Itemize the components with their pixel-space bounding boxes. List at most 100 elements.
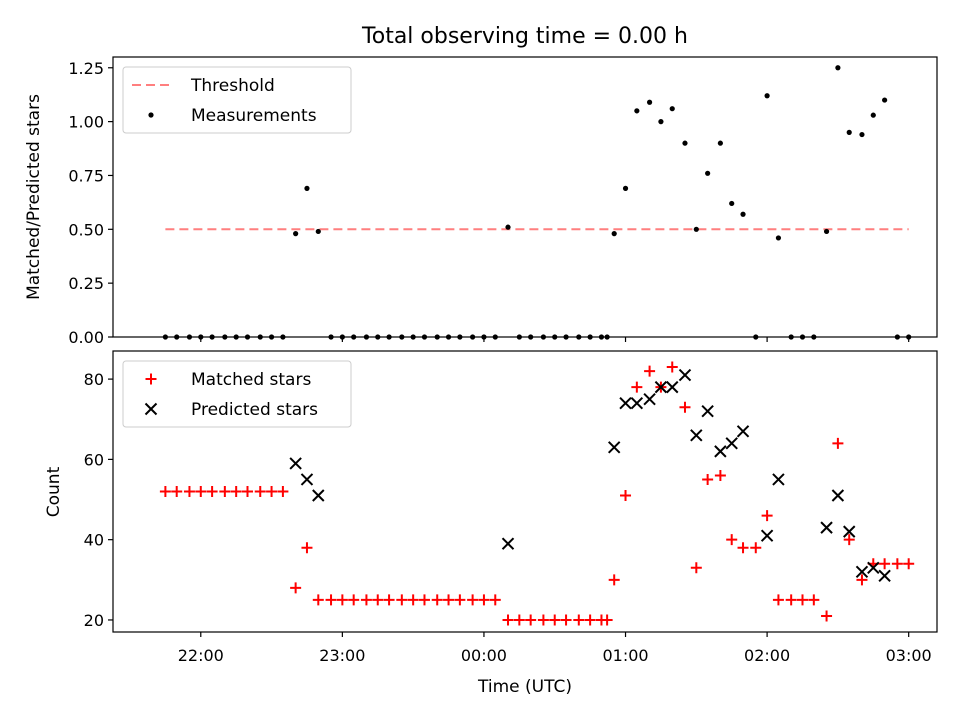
data-point	[301, 542, 313, 554]
data-point	[159, 486, 171, 497]
data-point	[608, 574, 620, 586]
data-point	[266, 486, 278, 497]
top-legend-swatch	[148, 112, 154, 118]
top-y-tick-label: 1.25	[68, 59, 104, 78]
data-point	[856, 574, 868, 586]
data-point	[820, 521, 833, 534]
top-legend-label: Measurements	[191, 106, 317, 126]
data-point	[772, 594, 784, 606]
data-point	[855, 565, 869, 578]
data-point	[835, 65, 841, 71]
data-point	[821, 610, 833, 622]
data-point	[312, 594, 324, 606]
data-point	[879, 558, 891, 570]
data-point	[726, 534, 738, 546]
data-point	[666, 361, 678, 373]
data-point	[843, 534, 855, 546]
data-point	[678, 368, 692, 382]
bottom-x-tick-label: 22:00	[178, 646, 224, 665]
top-legend: Threshold Measurements	[122, 66, 352, 134]
bottom-x-tick-label: 01:00	[602, 646, 648, 665]
data-point	[658, 119, 664, 125]
bottom-y-tick-label: 80	[84, 370, 104, 389]
data-point	[478, 594, 490, 606]
bottom-legend-box	[122, 360, 352, 428]
data-point	[870, 112, 876, 118]
bottom-x-tick-label: 03:00	[886, 646, 932, 665]
data-point	[702, 473, 714, 485]
bottom-plot-area	[159, 361, 915, 626]
bottom-series-predicted-stars	[289, 368, 891, 583]
data-point	[560, 614, 572, 626]
data-point	[219, 486, 231, 497]
data-point	[646, 99, 653, 105]
data-point	[325, 594, 337, 606]
data-point	[846, 129, 852, 135]
data-point	[315, 228, 321, 235]
top-y-tick-label: 0.50	[68, 220, 104, 239]
top-panel-y-axis-label: Matched/Predicted stars	[24, 94, 44, 300]
data-point	[729, 200, 735, 207]
top-plot-frame	[112, 56, 938, 338]
data-point	[396, 594, 408, 606]
data-point	[750, 542, 762, 554]
data-point	[601, 614, 613, 626]
data-point	[630, 396, 644, 410]
data-point	[740, 211, 746, 217]
bottom-y-tick-label: 40	[84, 531, 104, 550]
data-point	[607, 441, 621, 454]
data-point	[502, 614, 514, 626]
data-point	[634, 108, 640, 114]
data-point	[290, 582, 302, 594]
data-point	[171, 486, 183, 497]
data-point	[537, 614, 549, 626]
data-point	[775, 235, 782, 241]
data-point	[714, 445, 727, 458]
data-point	[643, 392, 656, 406]
data-point	[195, 486, 207, 497]
data-point	[832, 437, 844, 449]
bottom-legend-label: Matched stars	[191, 370, 311, 390]
bottom-x-tick-label: 23:00	[319, 646, 365, 665]
data-point	[360, 594, 372, 606]
data-point	[701, 405, 714, 418]
bottom-series-matched-stars	[159, 361, 915, 626]
data-point	[772, 473, 785, 486]
data-point	[725, 437, 738, 450]
bottom-x-tick-label: 00:00	[461, 646, 507, 665]
bottom-panel: Count Time (UTC) Matched stars Predicted …	[44, 350, 938, 697]
top-legend-label: Threshold	[190, 76, 275, 96]
data-point	[631, 381, 643, 393]
data-point	[489, 594, 501, 606]
data-point	[693, 226, 699, 232]
data-point	[407, 594, 419, 606]
bottom-panel-x-axis-label: Time (UTC)	[477, 677, 572, 697]
data-point	[843, 525, 856, 538]
data-point	[785, 594, 797, 606]
data-point	[513, 614, 525, 626]
data-point	[293, 231, 299, 237]
data-point	[736, 425, 750, 438]
data-point	[584, 614, 596, 626]
data-point	[501, 537, 515, 550]
bottom-panel-y-axis-label: Count	[44, 466, 64, 517]
data-point	[831, 489, 845, 502]
data-point	[891, 558, 903, 570]
data-point	[761, 510, 773, 522]
data-point	[525, 614, 537, 626]
data-point	[304, 185, 310, 191]
data-point	[183, 486, 195, 497]
data-point	[823, 228, 830, 235]
top-y-tick-label: 0.00	[68, 328, 104, 347]
data-point	[277, 486, 289, 497]
data-point	[230, 486, 242, 497]
data-point	[808, 594, 820, 606]
top-y-tick-label: 0.75	[68, 166, 104, 185]
bottom-y-tick-label: 20	[84, 611, 104, 630]
data-point	[206, 486, 218, 497]
data-point	[737, 542, 749, 554]
data-point	[666, 380, 679, 394]
data-point	[760, 529, 774, 542]
top-panel: Total observing time = 0.00 h Matched/Pr…	[24, 24, 938, 347]
data-point	[714, 469, 726, 481]
